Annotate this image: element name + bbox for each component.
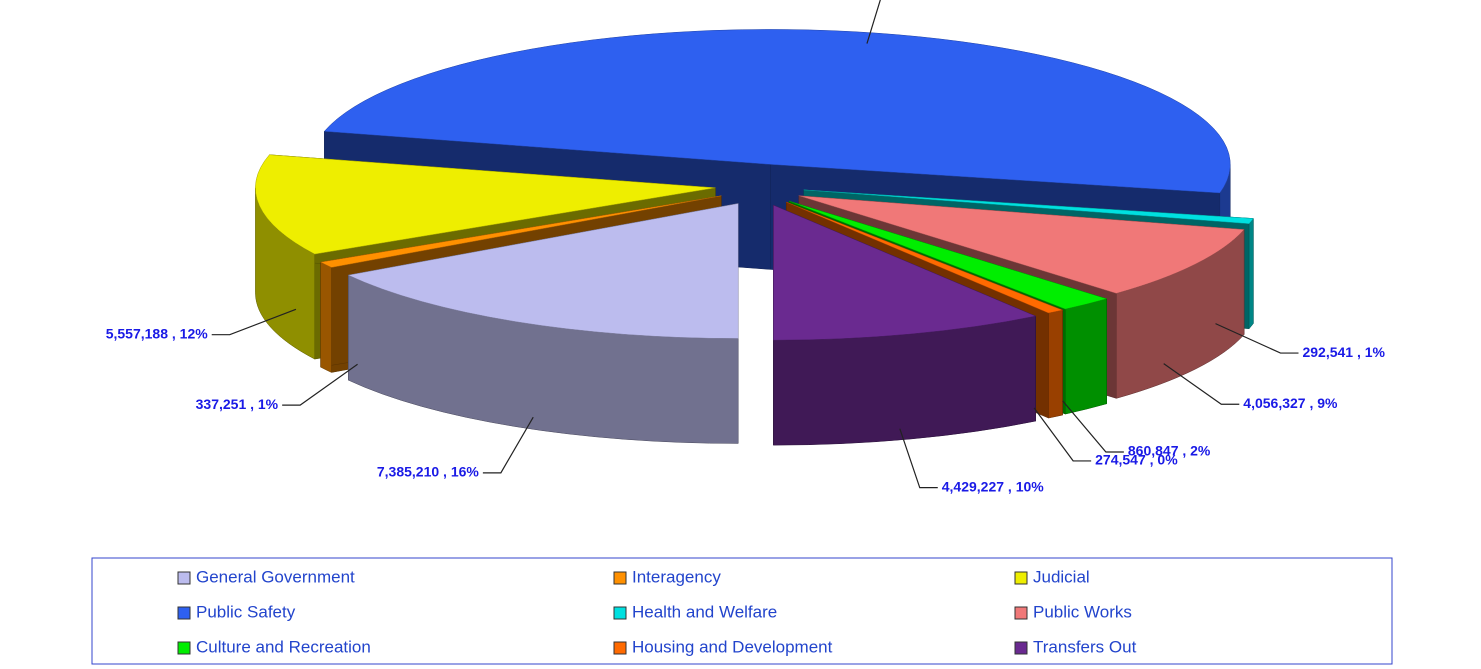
leader-line [282,363,358,406]
slice [798,195,1245,294]
legend-label: Transfers Out [1033,637,1137,656]
slice [786,201,1064,314]
data-label: 7,385,210 , 16% [377,464,480,480]
legend-label: Public Safety [196,602,296,621]
data-label: 4,056,327 , 9% [1243,395,1338,411]
data-label: 860,847 , 2% [1128,443,1211,459]
legend-label: Public Works [1033,602,1132,621]
data-label: 4,429,227 , 10% [942,478,1045,494]
legend-box [91,557,1393,665]
slice-side [1048,309,1063,419]
legend-swatch [613,606,627,620]
slice [323,29,1231,194]
legend-swatch [1014,641,1028,655]
legend-label: Interagency [632,567,721,586]
data-label: 274,547 , 0% [1095,452,1178,468]
legend-swatch [613,571,627,585]
slice [319,195,722,268]
legend-label: General Government [196,567,355,586]
leader-line [899,428,938,489]
data-label: 292,541 , 1% [1302,344,1385,360]
legend-label: Judicial [1033,567,1090,586]
slice [803,189,1254,224]
legend-swatch [177,606,191,620]
legend-label: Health and Welfare [632,602,777,621]
slice-side [1065,298,1107,415]
slice [773,204,1037,341]
slice [789,200,1108,310]
slice-side [1248,217,1254,330]
leader-line [482,416,534,474]
leader-line [1033,407,1092,462]
legend-swatch [177,571,191,585]
legend-label: Culture and Recreation [196,637,371,656]
data-label: 337,251 , 1% [196,396,279,412]
legend-swatch [1014,606,1028,620]
slice-side [320,261,332,373]
legend-swatch [177,641,191,655]
legend-label: Housing and Development [632,637,833,656]
data-label: 5,557,188 , 12% [106,325,209,341]
legend-swatch [613,641,627,655]
legend-swatch [1014,571,1028,585]
leader-line [211,308,297,336]
leader-line [1062,400,1124,453]
slice [347,203,739,339]
leader-line [866,0,881,44]
leader-line [1215,323,1299,354]
slice [255,154,716,255]
leader-line [1163,363,1240,405]
